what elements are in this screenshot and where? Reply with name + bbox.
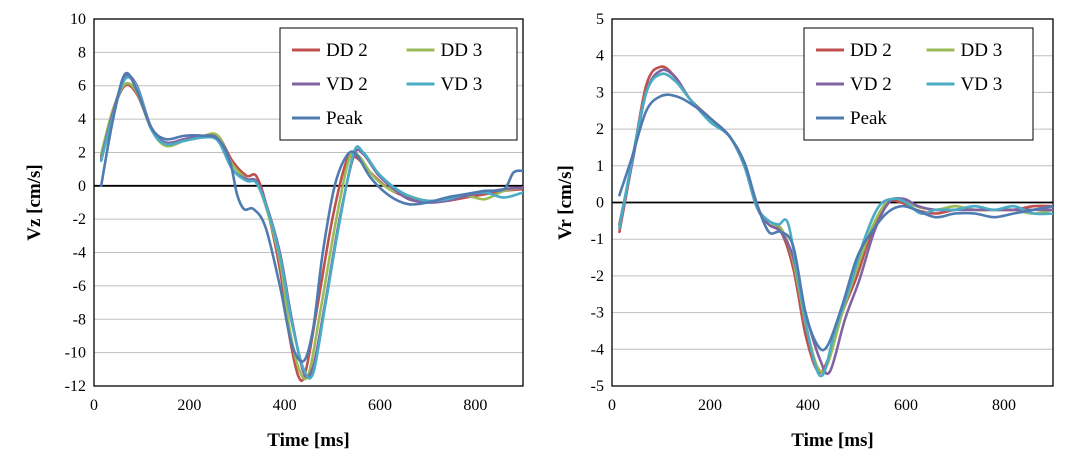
vr-series-vd-3 [618,72,1053,378]
vz-chart: -12 -10 -8 -6 -4 -2 0 2 4 6 8 10 0 200 400 600 800 DD 2 DD… [24,11,524,451]
vr-xtick-label: 0 [608,397,616,414]
vr-ytick-label: 2 [596,121,604,138]
vz-legend-label: VD 3 [441,74,483,95]
vr-ytick-label: 0 [596,195,604,212]
vr-series-peak [618,93,1053,352]
vz-legend-label: VD 2 [326,74,368,95]
vr-ytick-label: 4 [596,48,604,65]
vr-ytick-label: -1 [591,231,604,248]
vr-legend-label: VD 3 [961,74,1003,95]
vr-chart: -5 -4 -3 -2 -1 0 1 2 3 4 5 0 200 400 600 800 DD 2 DD 3 VD … [555,11,1054,451]
vz-xtick-label: 600 [368,397,392,414]
vz-ytick-label: -12 [65,378,86,395]
vz-ytick-label: 2 [78,144,86,161]
vz-ytick-label: -4 [73,245,86,262]
vz-legend-label: DD 3 [441,40,483,61]
vz-series-peak [99,71,523,363]
vr-xtick-label: 800 [992,397,1016,414]
vz-ytick-label: 10 [70,11,86,28]
vz-ytick-label: -8 [73,311,86,328]
vz-series-vd-3 [99,75,523,380]
vr-xtick-label: 600 [894,397,918,414]
vz-legend-label: DD 2 [326,40,368,61]
vr-legend-label: VD 2 [850,74,892,95]
vz-ytick-label: 6 [78,78,86,95]
vr-legend-label: DD 3 [961,40,1003,61]
vr-ytick-label: -3 [591,305,604,322]
vr-legend-label: Peak [850,108,887,129]
vr-legend-label: DD 2 [850,40,892,61]
vz-ytick-label: 8 [78,44,86,61]
vr-ytick-label: 5 [596,11,604,28]
vr-ytick-label: -4 [591,341,604,358]
vz-xtick-label: 800 [463,397,487,414]
vr-ytick-label: 1 [596,158,604,175]
vr-ytick-label: 3 [596,84,604,101]
vz-ytick-label: 4 [78,111,86,128]
vr-chart-ylabel: Vr [cm/s] [555,165,576,240]
vz-ytick-label: 0 [78,178,86,195]
vr-xtick-label: 200 [698,397,722,414]
vr-ytick-label: -5 [591,378,604,395]
vz-xtick-label: 400 [273,397,297,414]
vz-xtick-label: 0 [90,397,98,414]
vr-chart-xlabel: Time [ms] [791,430,874,451]
vz-chart-xlabel: Time [ms] [267,430,350,451]
vz-plot-frame [93,18,524,387]
vz-legend-label: Peak [326,108,363,129]
vz-ytick-label: -2 [73,211,86,228]
vz-xtick-label: 200 [177,397,201,414]
vr-ytick-label: -2 [591,268,604,285]
vz-chart-ylabel: Vz [cm/s] [24,164,45,241]
vr-xtick-label: 400 [796,397,820,414]
vz-ytick-label: -10 [65,345,86,362]
vz-ytick-label: -6 [73,278,86,295]
